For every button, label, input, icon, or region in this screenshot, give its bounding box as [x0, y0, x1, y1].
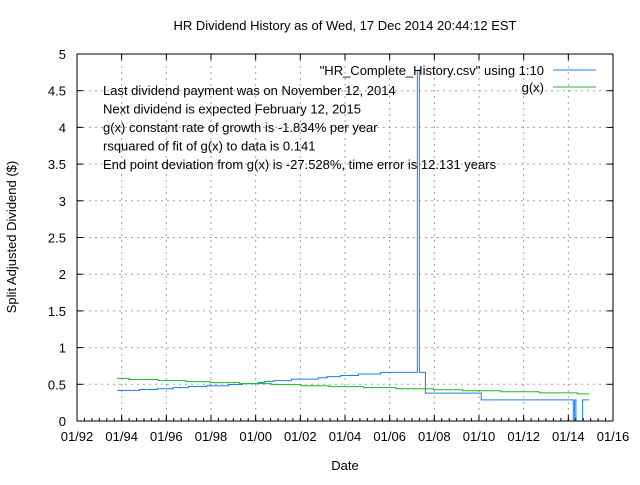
y-tick-label: 5 — [59, 47, 66, 62]
x-tick-label: 01/14 — [552, 429, 585, 444]
y-tick-label: 1.5 — [48, 304, 66, 319]
y-tick-label: 4 — [59, 120, 66, 135]
x-tick-label: 01/08 — [418, 429, 451, 444]
y-tick-label: 2.5 — [48, 231, 66, 246]
x-tick-label: 01/94 — [105, 429, 138, 444]
y-tick-label: 3.5 — [48, 157, 66, 172]
y-tick-label: 0.5 — [48, 377, 66, 392]
grid — [77, 54, 613, 421]
x-tick-label: 01/00 — [239, 429, 272, 444]
x-axis-label: Date — [331, 458, 358, 473]
y-tick-label: 4.5 — [48, 84, 66, 99]
legend-label: g(x) — [522, 80, 544, 95]
series-group — [117, 69, 590, 422]
x-tick-label: 01/16 — [597, 429, 630, 444]
series-line-0 — [117, 69, 590, 422]
y-tick-label: 2 — [59, 267, 66, 282]
x-tick-label: 01/96 — [150, 429, 183, 444]
series-line-1 — [117, 377, 590, 395]
annotation-line: g(x) constant rate of growth is -1.834% … — [103, 120, 378, 135]
y-tick-label: 1 — [59, 341, 66, 356]
y-axis-label: Split Adjusted Dividend ($) — [4, 161, 19, 313]
annotation-line: Last dividend payment was on November 12… — [103, 83, 396, 98]
x-tick-label: 01/12 — [507, 429, 540, 444]
y-tick-label: 0 — [59, 414, 66, 429]
y-tick-label: 3 — [59, 194, 66, 209]
annotation-line: rsquared of fit of g(x) to data is 0.141 — [103, 139, 315, 154]
legend-label: "HR_Complete_History.csv" using 1:10 — [320, 63, 544, 78]
x-tick-label: 01/98 — [195, 429, 228, 444]
chart-title: HR Dividend History as of Wed, 17 Dec 20… — [174, 18, 517, 33]
annotation-line: Next dividend is expected February 12, 2… — [103, 102, 361, 117]
x-tick-label: 01/04 — [329, 429, 362, 444]
x-tick-label: 01/92 — [61, 429, 94, 444]
annotation-line: End point deviation from g(x) is -27.528… — [103, 157, 497, 172]
x-tick-label: 01/10 — [463, 429, 496, 444]
axis-ticks: 01/92 01/94 01/96 01/98 01/00 01/02 01/04 01/06… — [48, 47, 629, 444]
x-tick-label: 01/06 — [373, 429, 406, 444]
legend: "HR_Complete_History.csv" using 1:10 g(x) — [320, 63, 596, 95]
x-tick-label: 01/02 — [284, 429, 317, 444]
annotations: Last dividend payment was on November 12… — [103, 83, 497, 172]
